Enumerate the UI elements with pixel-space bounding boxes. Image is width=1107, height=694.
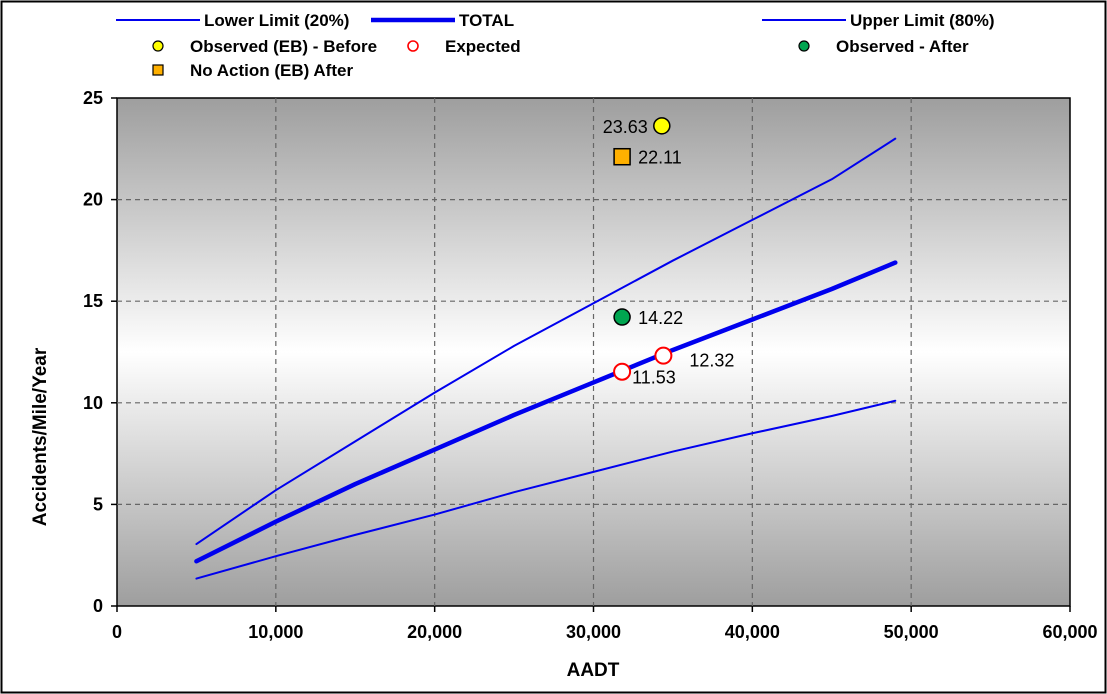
marker-no-action-eb-after (613, 147, 631, 166)
x-tick-label: 50,000 (884, 622, 939, 642)
series-line-total (194, 260, 898, 564)
series-line-lower-limit-20 (195, 399, 897, 580)
x-axis-ticks: 0 10,000 20,000 30,000 40,000 50,000 60,000 (112, 606, 1098, 642)
legend-swatch-observed-after (798, 40, 810, 52)
legend-swatch-no-action-eb-after (152, 64, 164, 76)
y-tick-label: 25 (83, 88, 103, 108)
y-axis-ticks: 0 5 10 15 20 25 (83, 88, 117, 616)
y-tick-label: 15 (83, 291, 103, 311)
legend-label-lower-limit-20: Lower Limit (20%) (204, 11, 349, 30)
x-tick-label: 60,000 (1042, 622, 1097, 642)
series-line-upper-limit-80 (195, 137, 897, 546)
legend-swatch-observed-eb-before (152, 40, 164, 52)
legend-label-upper-limit-80: Upper Limit (80%) (850, 11, 995, 30)
data-label-no-action-eb-after: 22.11 (638, 148, 682, 168)
y-tick-label: 5 (93, 494, 103, 514)
data-label-expected: 11.53 (632, 368, 676, 388)
data-markers (613, 117, 673, 381)
legend-swatch-expected (407, 40, 419, 52)
marker-observed-eb-before (653, 117, 671, 135)
data-label-expected: 12.32 (689, 351, 734, 371)
gridlines (117, 98, 1070, 606)
y-tick-label: 20 (83, 190, 103, 210)
marker-expected (613, 362, 632, 381)
data-label-observed-eb-before: 23.63 (603, 117, 648, 137)
x-axis-title: AADT (567, 660, 620, 681)
x-tick-label: 30,000 (566, 622, 621, 642)
legend-label-observed-eb-before: Observed (EB) - Before (190, 37, 377, 56)
x-tick-label: 0 (112, 622, 122, 642)
data-labels: 23.63 11.53 12.32 14.22 22.11 (603, 117, 735, 388)
legend-label-observed-after: Observed - After (836, 37, 969, 56)
series-lines (194, 137, 898, 580)
legend-label-no-action-eb-after: No Action (EB) After (190, 61, 353, 80)
marker-expected (654, 346, 673, 365)
x-tick-label: 10,000 (248, 622, 303, 642)
marker-observed-after (613, 308, 631, 326)
y-axis-title: Accidents/Mile/Year (30, 347, 51, 526)
y-tick-label: 0 (93, 596, 103, 616)
legend: Lower Limit (20%) TOTAL Upper Limit (80%) O… (116, 11, 995, 80)
x-tick-label: 20,000 (407, 622, 462, 642)
data-label-observed-after: 14.22 (638, 308, 683, 328)
legend-label-expected: Expected (445, 37, 521, 56)
y-tick-label: 10 (83, 393, 103, 413)
legend-label-total: TOTAL (459, 11, 514, 30)
x-tick-label: 40,000 (725, 622, 780, 642)
